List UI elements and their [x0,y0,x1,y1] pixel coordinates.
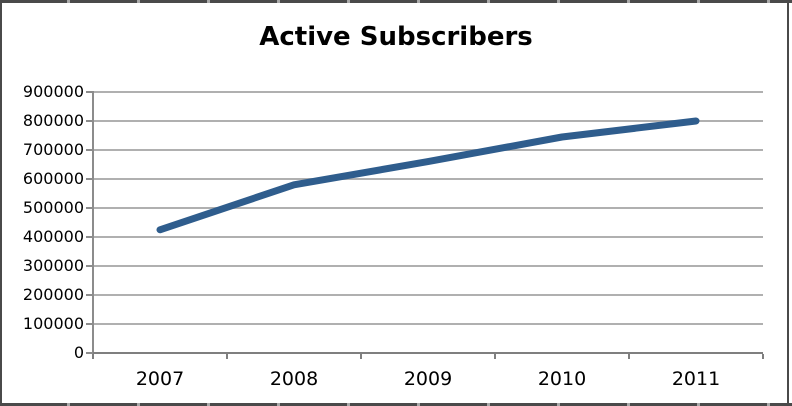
x-axis-label: 2011 [671,368,721,390]
y-gridline [93,178,763,180]
x-axis-tick [628,354,630,359]
x-axis-label: 2008 [269,368,319,390]
x-axis-label: 2010 [537,368,587,390]
y-axis-tick [86,294,93,296]
y-axis-tick [86,265,93,267]
x-axis-tick [494,354,496,359]
y-axis-label: 400000 [22,227,84,246]
frame-border-right [787,0,789,406]
y-axis-tick [86,236,93,238]
y-gridline [93,120,763,122]
y-gridline [93,323,763,325]
y-axis-label: 600000 [22,169,84,188]
y-gridline [93,91,763,93]
y-axis [92,91,94,356]
y-axis-tick [86,149,93,151]
y-axis-label: 700000 [22,140,84,159]
frame-border-left [0,0,2,406]
x-axis-label: 2007 [135,368,185,390]
y-gridline [93,294,763,296]
y-gridline [93,149,763,151]
y-axis-tick [86,352,93,354]
x-axis-tick [92,354,94,359]
series-line [156,117,700,234]
y-gridline [93,236,763,238]
x-axis-tick [226,354,228,359]
x-axis [93,352,763,354]
y-axis-tick [86,178,93,180]
frame-border-top [0,0,792,3]
y-axis-tick [86,91,93,93]
y-axis-label: 200000 [22,285,84,304]
frame-border-bottom [0,403,792,406]
x-axis-tick [762,354,764,359]
x-axis-tick [360,354,362,359]
y-axis-label: 800000 [22,111,84,130]
y-axis-tick [86,323,93,325]
y-axis-label: 300000 [22,256,84,275]
y-axis-label: 900000 [22,82,84,101]
y-axis-label: 100000 [22,314,84,333]
y-gridline [93,265,763,267]
chart-title: Active Subscribers [259,22,533,52]
x-axis-label: 2009 [403,368,453,390]
y-axis-tick [86,207,93,209]
y-axis-label: 500000 [22,198,84,217]
y-axis-tick [86,120,93,122]
y-axis-label: 0 [73,343,84,362]
y-gridline [93,207,763,209]
